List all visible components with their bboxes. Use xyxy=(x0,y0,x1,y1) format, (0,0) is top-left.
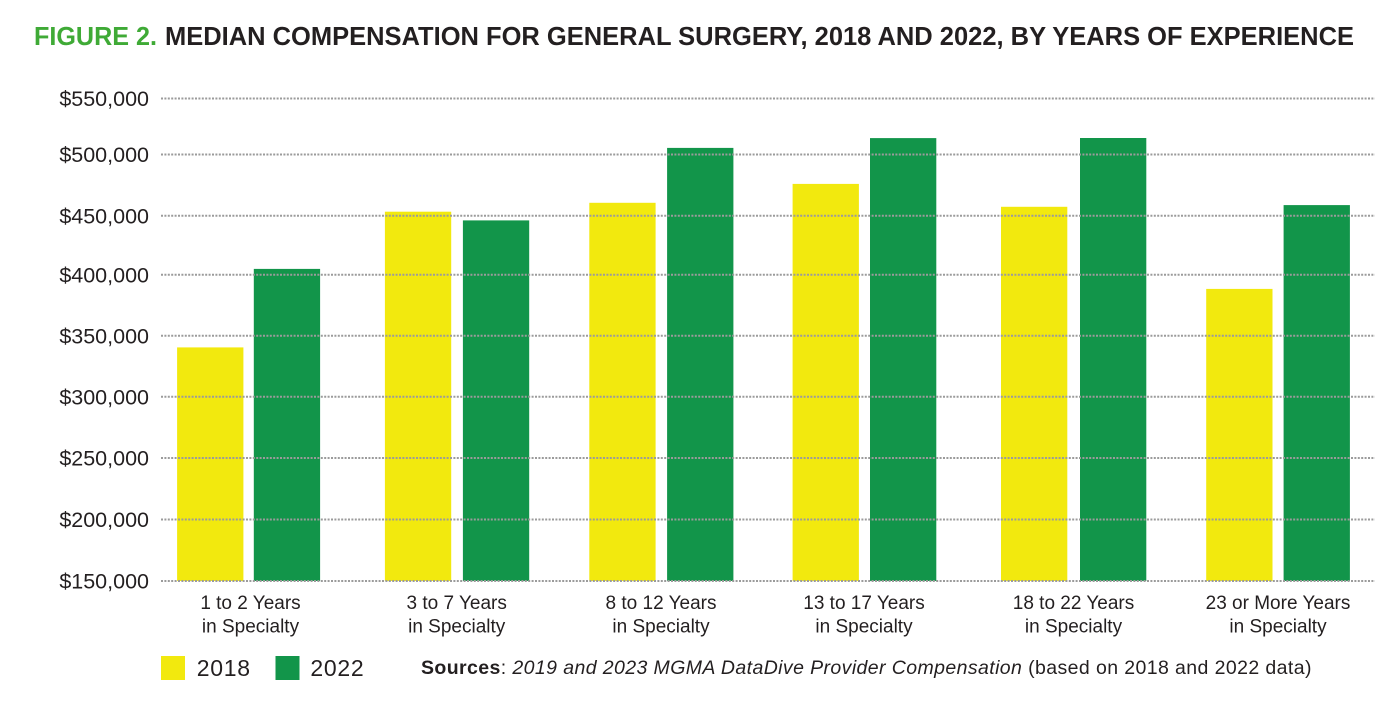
svg-text:$300,000: $300,000 xyxy=(59,385,149,409)
svg-text:$450,000: $450,000 xyxy=(59,204,149,228)
svg-text:in Specialty: in Specialty xyxy=(202,617,300,638)
svg-text:in Specialty: in Specialty xyxy=(1229,617,1327,638)
svg-text:$400,000: $400,000 xyxy=(59,263,149,287)
svg-text:2018: 2018 xyxy=(197,655,251,681)
svg-text:$550,000: $550,000 xyxy=(59,87,149,111)
svg-text:1 to 2 Years: 1 to 2 Years xyxy=(200,593,300,614)
svg-text:13 to 17 Years: 13 to 17 Years xyxy=(803,593,925,614)
svg-text:3 to 7 Years: 3 to 7 Years xyxy=(407,593,507,614)
svg-text:8 to 12 Years: 8 to 12 Years xyxy=(606,593,717,614)
svg-text:2022: 2022 xyxy=(310,655,364,681)
svg-text:in Specialty: in Specialty xyxy=(815,617,913,638)
svg-text:in Specialty: in Specialty xyxy=(1025,617,1123,638)
svg-text:18 to 22 Years: 18 to 22 Years xyxy=(1013,593,1135,614)
svg-text:23 or More Years: 23 or More Years xyxy=(1206,593,1351,614)
svg-text:$350,000: $350,000 xyxy=(59,324,149,348)
svg-text:in Specialty: in Specialty xyxy=(612,617,710,638)
svg-text:MEDIAN COMPENSATION FOR GENERA: MEDIAN COMPENSATION FOR GENERAL SURGERY,… xyxy=(165,21,1354,51)
svg-text:FIGURE 2.: FIGURE 2. xyxy=(34,21,157,51)
svg-text:Sources: 2019 and 2023 MGMA Da: Sources: 2019 and 2023 MGMA DataDive Pro… xyxy=(421,657,1312,679)
svg-text:$150,000: $150,000 xyxy=(59,570,149,594)
svg-text:$500,000: $500,000 xyxy=(59,143,149,167)
svg-text:$250,000: $250,000 xyxy=(59,447,149,471)
svg-text:$200,000: $200,000 xyxy=(59,508,149,532)
svg-text:in Specialty: in Specialty xyxy=(408,617,506,638)
